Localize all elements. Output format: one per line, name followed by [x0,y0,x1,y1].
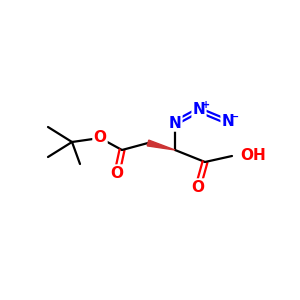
Text: O: O [191,179,205,194]
Text: OH: OH [240,148,266,164]
Text: N: N [169,116,182,130]
Text: O: O [94,130,106,146]
Polygon shape [147,140,175,150]
Text: N: N [222,115,234,130]
Text: N: N [193,103,206,118]
Text: +: + [202,100,210,110]
Text: O: O [110,166,124,181]
Text: −: − [230,112,240,122]
